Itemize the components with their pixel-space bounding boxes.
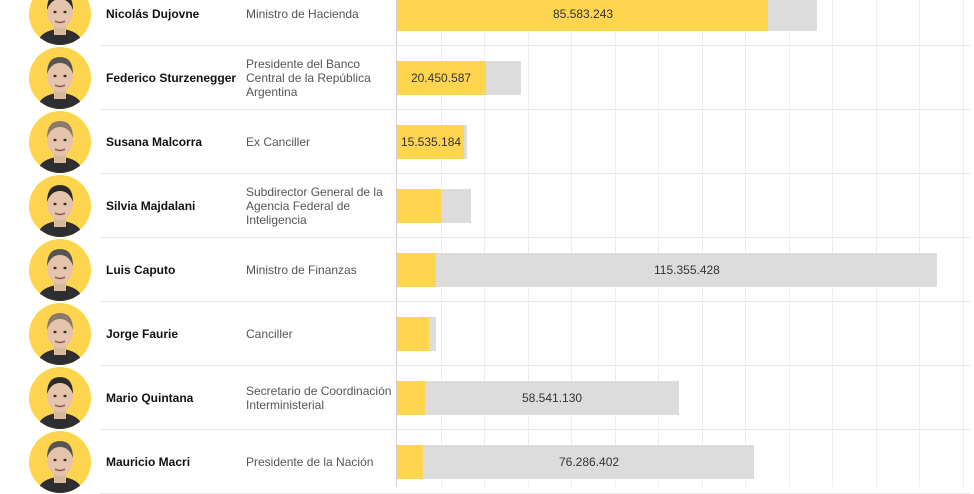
person-name: Jorge Faurie bbox=[106, 327, 179, 341]
avatar bbox=[29, 431, 91, 493]
data-label: 85.583.243 bbox=[553, 7, 614, 21]
gridline bbox=[527, 0, 529, 487]
person-role: Ex Canciller bbox=[246, 135, 311, 149]
avatar bbox=[29, 175, 91, 237]
person-name: Federico Sturzenegger bbox=[106, 71, 237, 85]
avatar bbox=[29, 111, 91, 173]
bar-segment bbox=[397, 0, 769, 31]
bar-segment bbox=[397, 445, 424, 479]
table-row: Federico Sturzenegger Presidente del Banc… bbox=[0, 46, 974, 110]
row-divider bbox=[100, 365, 970, 366]
bar-track bbox=[397, 174, 972, 238]
bar-track bbox=[397, 302, 972, 366]
table-row: Mario Quintana Secretario de Coordinación… bbox=[0, 366, 974, 430]
row-divider bbox=[100, 109, 970, 110]
row-divider bbox=[100, 429, 970, 430]
person-name: Mauricio Macri bbox=[106, 455, 191, 469]
data-label: 115.355.428 bbox=[654, 263, 720, 277]
row-divider bbox=[100, 237, 970, 238]
bar-track: 115.355.428 bbox=[397, 238, 972, 302]
person-name: Silvia Majdalani bbox=[106, 199, 196, 213]
bar-segment bbox=[397, 125, 465, 159]
person-name: Luis Caputo bbox=[106, 263, 176, 277]
row-divider bbox=[100, 173, 970, 174]
person-role: Presidente del Banco Central de la Repúb… bbox=[246, 57, 371, 99]
gridline bbox=[875, 0, 877, 487]
avatar bbox=[29, 47, 91, 109]
gridline bbox=[440, 0, 442, 487]
data-label: 20.450.587 bbox=[411, 71, 472, 85]
gridline bbox=[484, 0, 485, 487]
avatar bbox=[29, 303, 91, 365]
bar-segment bbox=[397, 61, 486, 95]
gridline bbox=[745, 0, 746, 487]
avatar bbox=[29, 367, 91, 429]
bar-segment bbox=[397, 189, 441, 223]
gridline bbox=[962, 0, 964, 487]
value-axis-line bbox=[396, 0, 397, 487]
gridline bbox=[701, 0, 703, 487]
bar-total bbox=[397, 381, 680, 415]
person-name: Mario Quintana bbox=[106, 391, 194, 405]
gridline bbox=[919, 0, 920, 487]
table-row: Silvia Majdalani Subdirector General de l… bbox=[0, 174, 974, 238]
person-name: Susana Malcorra bbox=[106, 135, 203, 149]
gridline bbox=[832, 0, 833, 487]
bar-track: 15.535.184 bbox=[397, 110, 972, 174]
bar-segment bbox=[397, 253, 437, 287]
person-role: Ministro de Hacienda bbox=[246, 7, 359, 21]
gridline bbox=[571, 0, 572, 487]
person-role: Subdirector General de la Agencia Federa… bbox=[246, 185, 383, 227]
avatar bbox=[29, 0, 91, 45]
bar-segment bbox=[397, 317, 429, 351]
person-name: Nicolás Dujovne bbox=[106, 7, 200, 21]
avatar bbox=[29, 239, 91, 301]
data-label: 76.286.402 bbox=[559, 455, 620, 469]
person-role: Presidente de la Nación bbox=[246, 455, 374, 469]
table-row: Susana Malcorra Ex Canciller 15.535.184 bbox=[0, 110, 974, 174]
data-label: 58.541.130 bbox=[522, 391, 583, 405]
table-row: Luis Caputo Ministro de Finanzas 115.355.4… bbox=[0, 238, 974, 302]
bar-track: 76.286.402 bbox=[397, 430, 972, 494]
data-label: 15.535.184 bbox=[401, 135, 462, 149]
bar-total bbox=[397, 253, 938, 287]
row-divider bbox=[100, 301, 970, 302]
bar-track: 85.583.243 bbox=[397, 0, 972, 46]
person-role: Secretario de Coordinación Interminister… bbox=[246, 384, 392, 412]
table-row: Nicolás Dujovne Ministro de Hacienda 85.58… bbox=[0, 0, 974, 46]
gridline bbox=[788, 0, 790, 487]
table-row: Mauricio Macri Presidente de la Nación 76.… bbox=[0, 430, 974, 494]
gridline bbox=[614, 0, 616, 487]
table-row: Jorge Faurie Canciller bbox=[0, 302, 974, 366]
bar-segment bbox=[397, 381, 425, 415]
bar-track: 20.450.587 bbox=[397, 46, 972, 110]
bar-total bbox=[397, 445, 755, 479]
person-role: Canciller bbox=[246, 327, 293, 341]
row-divider bbox=[100, 45, 970, 46]
gridline bbox=[658, 0, 659, 487]
person-role: Ministro de Finanzas bbox=[246, 263, 357, 277]
bar-track: 58.541.130 bbox=[397, 366, 972, 430]
